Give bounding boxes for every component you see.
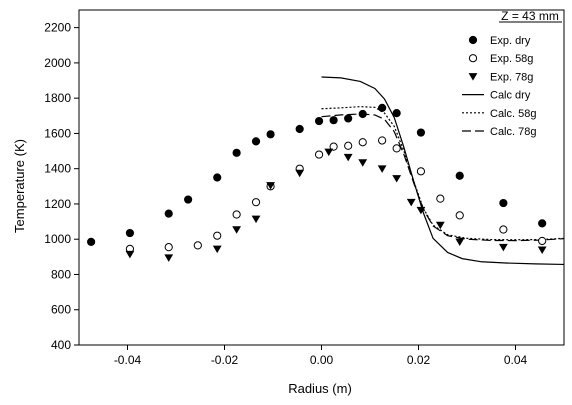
point-exp-58g xyxy=(499,225,508,234)
y-tick-label: 1400 xyxy=(44,162,71,176)
point-exp-dry xyxy=(184,195,193,204)
x-tick-label: 0.02 xyxy=(407,353,431,367)
x-axis-title: Radius (m) xyxy=(288,381,352,396)
point-exp-78g xyxy=(343,153,353,162)
y-tick-label: 1600 xyxy=(44,126,71,140)
point-exp-78g xyxy=(295,169,305,178)
point-exp-58g xyxy=(213,231,222,240)
point-exp-dry xyxy=(358,109,367,119)
point-exp-58g xyxy=(251,198,261,207)
point-exp-dry xyxy=(213,173,222,182)
calculated-curves xyxy=(321,76,565,266)
point-exp-58g xyxy=(344,141,353,150)
point-exp-dry xyxy=(295,124,304,134)
y-tick-label: 800 xyxy=(51,267,71,281)
y-tick-label: 400 xyxy=(51,338,71,352)
point-exp-78g xyxy=(164,254,174,262)
point-exp-78g xyxy=(212,245,222,254)
point-exp-dry xyxy=(125,228,135,238)
x-tick-label: 0.00 xyxy=(310,353,334,367)
legend-symbol-exp-dry xyxy=(468,35,478,45)
point-exp-58g xyxy=(455,211,464,220)
point-exp-78g xyxy=(537,246,547,254)
point-exp-dry xyxy=(232,148,241,157)
y-tick-label: 600 xyxy=(51,303,71,317)
point-exp-78g xyxy=(435,221,445,230)
curve-calc-78g xyxy=(321,113,565,242)
y-tick-label: 2200 xyxy=(44,21,71,35)
y-tick-label: 1200 xyxy=(44,197,71,211)
point-exp-78g xyxy=(358,159,368,167)
x-tick-label: 0.04 xyxy=(504,353,528,367)
point-exp-78g xyxy=(125,250,135,259)
y-axis-title: Temperature (K) xyxy=(12,139,27,233)
point-exp-78g xyxy=(416,206,426,215)
legend-label-calc-dry: Calc dry xyxy=(490,90,531,102)
point-exp-dry xyxy=(455,171,464,180)
point-exp-dry xyxy=(314,116,324,126)
point-exp-dry xyxy=(266,130,275,139)
legend-label-exp-78g: Exp. 78g xyxy=(490,71,533,83)
y-tick-label: 1800 xyxy=(44,91,71,105)
y-tick-label: 2000 xyxy=(44,56,71,70)
annotation-label: Z = 43 mm xyxy=(501,9,559,23)
legend-label-calc-58g: Calc. 58g xyxy=(490,108,536,120)
point-exp-58g xyxy=(392,144,401,153)
point-exp-58g xyxy=(436,194,445,203)
x-tick-label: -0.02 xyxy=(211,353,239,367)
curve-calc-dry xyxy=(321,76,565,266)
point-exp-58g xyxy=(314,150,324,159)
point-exp-78g xyxy=(324,148,334,157)
point-exp-58g xyxy=(358,138,367,147)
legend: Exp. dry Exp. 58g Exp. 78g Calc dry Calc. 58… xyxy=(462,35,536,138)
point-exp-58g xyxy=(416,167,426,176)
axes: 400 600 800 1000 1200 1400 1600 1800 2000 2200 -0.… xyxy=(44,21,527,367)
point-exp-dry xyxy=(499,198,508,208)
point-exp-dry xyxy=(378,103,387,112)
point-exp-58g xyxy=(193,241,202,250)
point-exp-dry xyxy=(392,109,401,118)
point-exp-dry xyxy=(164,209,173,218)
legend-symbol-exp-78g xyxy=(468,73,478,81)
point-exp-58g xyxy=(329,142,338,151)
point-exp-78g xyxy=(266,182,275,190)
point-exp-78g xyxy=(392,175,402,183)
legend-symbol-exp-58g xyxy=(468,54,478,63)
point-exp-78g xyxy=(377,165,387,173)
point-exp-78g xyxy=(455,238,465,247)
point-exp-58g xyxy=(164,243,173,252)
point-exp-78g xyxy=(406,198,416,207)
point-exp-78g xyxy=(498,243,508,252)
legend-label-calc-78g: Calc. 78g xyxy=(490,126,536,138)
point-exp-dry xyxy=(87,237,96,246)
point-exp-58g xyxy=(378,136,387,145)
legend-label-exp-dry: Exp. dry xyxy=(490,35,531,47)
point-exp-dry xyxy=(329,116,338,125)
y-tick-label: 1000 xyxy=(44,232,71,246)
point-exp-dry xyxy=(416,128,426,137)
point-exp-58g xyxy=(232,210,241,219)
point-exp-dry xyxy=(251,137,261,146)
point-exp-78g xyxy=(232,226,242,234)
legend-label-exp-58g: Exp. 58g xyxy=(490,53,533,65)
point-exp-dry xyxy=(538,219,547,228)
point-exp-dry xyxy=(344,114,353,123)
point-exp-78g xyxy=(251,215,261,224)
x-tick-label: -0.04 xyxy=(114,353,142,367)
point-exp-58g xyxy=(538,236,547,246)
experimental-markers xyxy=(87,103,547,262)
